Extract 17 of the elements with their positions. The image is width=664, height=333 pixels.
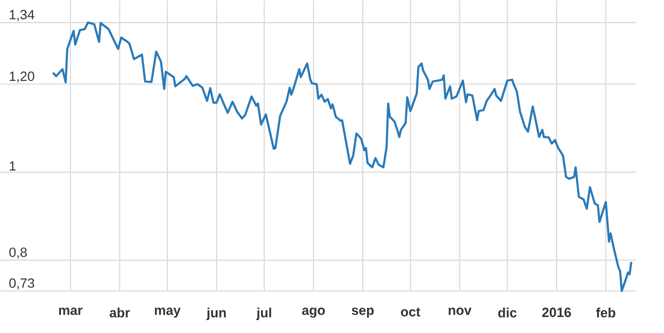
y-tick-label: 0,8 [9, 247, 27, 258]
x-tick-label: oct [400, 308, 420, 316]
x-tick-label: jul [256, 308, 272, 320]
y-tick-label: 1,20 [10, 71, 34, 82]
x-tick-label: feb [596, 308, 616, 318]
x-tick-label: may [154, 308, 181, 318]
x-tick-label: ago [302, 308, 325, 318]
x-tick-label: nov [448, 308, 472, 315]
y-tick-label: 1,34 [10, 10, 34, 21]
y-tick-label: 0,73 [9, 278, 34, 290]
x-tick-label: abr [110, 308, 130, 318]
x-tick-label: jun [206, 308, 226, 320]
x-tick-label: 2016 [542, 308, 571, 317]
x-tick-label: mar [59, 308, 82, 315]
y-tick-label: 1 [10, 161, 16, 170]
x-tick-label: sep [352, 308, 374, 318]
x-tick-label: dic [498, 308, 517, 318]
